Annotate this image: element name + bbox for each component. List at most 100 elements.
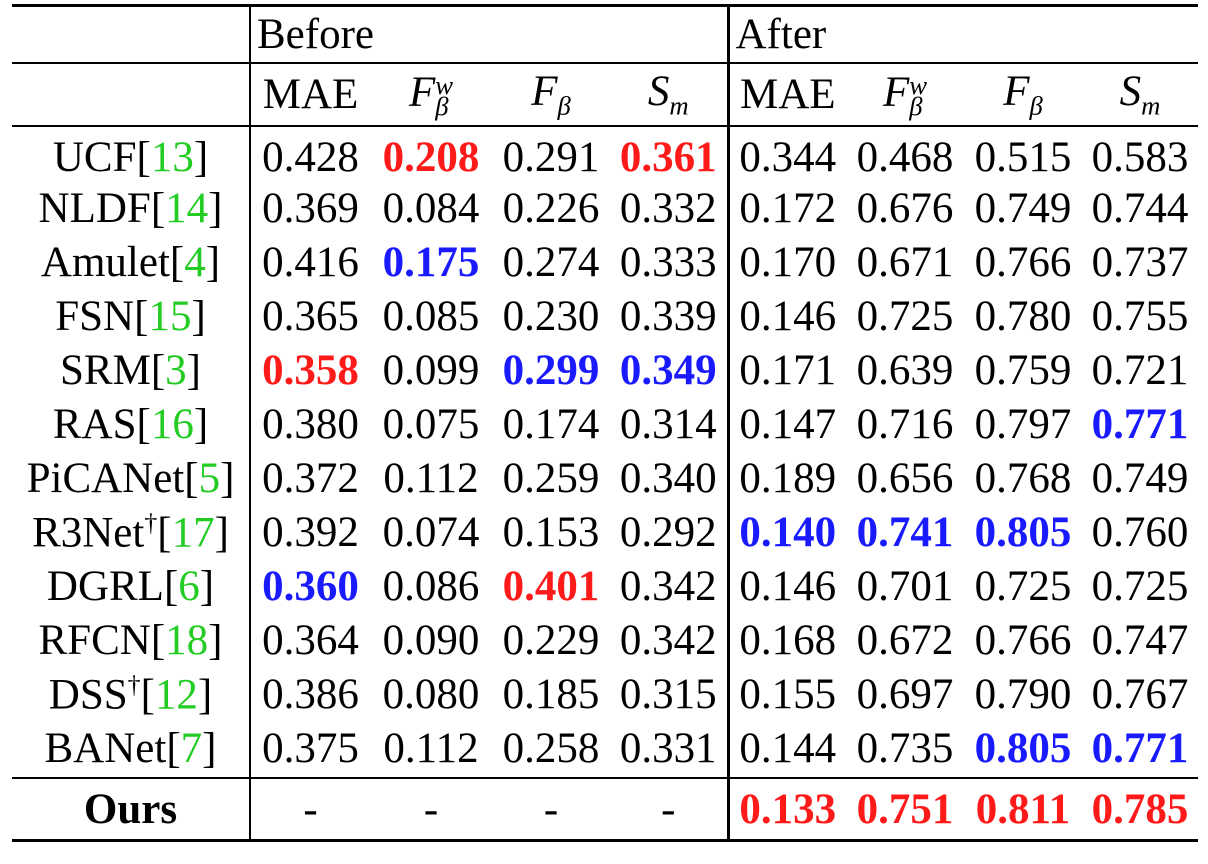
after-value: 0.672 — [856, 616, 954, 664]
after-value-cell: 0.749 — [964, 181, 1082, 235]
before-value-cell: 0.380 — [250, 397, 370, 451]
table-row: R3Net†[17] 0.392 0.074 0.153 0.292 0.140 0.741… — [12, 505, 1198, 559]
after-value-cell: 0.133 — [728, 778, 846, 842]
before-value-cell: 0.428 — [250, 126, 370, 181]
before-value-cell: 0.208 — [370, 126, 492, 181]
after-value-cell: 0.725 — [964, 559, 1082, 613]
after-value: 0.344 — [739, 133, 837, 181]
metric-symbol: F — [882, 69, 910, 117]
bracket-open: [ — [136, 400, 151, 448]
bracket-close: ] — [214, 509, 229, 557]
after-value-cell: 0.146 — [728, 289, 846, 343]
before-value-cell: 0.090 — [370, 613, 492, 667]
table-row: RFCN[18] 0.364 0.090 0.229 0.342 0.168 0.672 0.… — [12, 613, 1198, 667]
before-value: 0.175 — [382, 238, 480, 286]
ours-row: Ours - - - - 0.133 0.751 0.811 0.785 — [12, 778, 1199, 842]
before-value-cell: 0.332 — [610, 181, 730, 235]
after-value: 0.744 — [1091, 184, 1189, 232]
before-value-cell: - — [250, 778, 370, 842]
after-value-cell: 0.811 — [964, 778, 1082, 842]
after-value: 0.133 — [739, 785, 837, 833]
before-value-cell: 0.342 — [610, 613, 730, 667]
after-value: 0.725 — [856, 292, 954, 340]
before-value: 0.416 — [262, 238, 359, 286]
before-value: 0.401 — [502, 562, 600, 610]
metric-symbol: S — [1119, 67, 1142, 115]
after-value: 0.811 — [975, 785, 1071, 833]
dagger-mark: † — [144, 507, 158, 537]
bracket-open: [ — [166, 724, 181, 772]
before-value-cell: 0.292 — [610, 505, 730, 559]
metric-header-after-0: MAE — [728, 63, 846, 127]
after-value: 0.168 — [739, 616, 837, 664]
method-name: NLDF — [38, 184, 151, 232]
before-value-cell: 0.340 — [610, 451, 730, 505]
after-value: 0.780 — [974, 292, 1072, 340]
before-value: - — [543, 785, 559, 833]
after-value-cell: 0.751 — [846, 778, 964, 842]
bracket-close: ] — [191, 292, 206, 340]
method-name-cell: NLDF[14] — [12, 181, 251, 235]
after-value-cell: 0.701 — [846, 559, 964, 613]
before-value-cell: 0.299 — [492, 343, 610, 397]
before-value: 0.342 — [619, 562, 717, 610]
bracket-close: ] — [197, 671, 213, 719]
before-value-cell: 0.375 — [250, 721, 370, 779]
method-name: UCF — [52, 133, 137, 181]
metric-subscript: m — [1141, 90, 1161, 121]
after-value-cell: 0.790 — [964, 667, 1082, 721]
before-value-cell: 0.174 — [492, 397, 610, 451]
after-value-cell: 0.147 — [728, 397, 846, 451]
before-value-cell: 0.080 — [370, 667, 492, 721]
bracket-open: [ — [163, 562, 179, 610]
after-value-cell: 0.144 — [728, 721, 846, 779]
before-value: 0.153 — [502, 508, 600, 556]
metric-symbol: F — [408, 69, 436, 117]
method-name-cell: SRM[3] — [12, 343, 251, 397]
citation-ref: 15 — [148, 292, 192, 340]
before-value: 0.392 — [262, 508, 359, 556]
before-value: 0.372 — [262, 454, 359, 502]
before-value-cell: 0.360 — [250, 559, 370, 613]
after-value: 0.171 — [739, 346, 837, 394]
bracket-close: ] — [205, 238, 221, 286]
citation-ref: 12 — [154, 671, 198, 719]
before-value-cell: 0.369 — [250, 181, 370, 235]
bracket-open: [ — [134, 292, 149, 340]
after-value: 0.583 — [1091, 133, 1189, 181]
bracket-open: [ — [140, 671, 155, 719]
before-value: 0.174 — [502, 400, 600, 448]
before-value-cell: 0.112 — [370, 721, 492, 779]
citation-ref: 4 — [184, 238, 206, 286]
after-value-cell: 0.766 — [964, 235, 1082, 289]
after-value-cell: 0.771 — [1082, 721, 1199, 779]
after-value-cell: 0.747 — [1082, 613, 1198, 667]
after-value: 0.701 — [856, 562, 954, 610]
table-row: PiCANet[5] 0.372 0.112 0.259 0.340 0.189 0.656… — [12, 451, 1198, 505]
before-value: 0.075 — [382, 400, 480, 448]
before-value: 0.315 — [619, 670, 717, 718]
after-value-cell: 0.716 — [846, 397, 964, 451]
citation-ref: 3 — [165, 346, 187, 394]
before-value: 0.333 — [619, 238, 717, 286]
after-value: 0.721 — [1091, 346, 1189, 394]
before-value: 0.375 — [262, 724, 359, 772]
before-value: 0.274 — [502, 238, 600, 286]
after-value-cell: 0.759 — [964, 343, 1082, 397]
group-after-label: After — [728, 4, 1199, 64]
table-row: Amulet[4] 0.416 0.175 0.274 0.333 0.170 0.671 0… — [12, 235, 1198, 289]
after-value: 0.805 — [974, 508, 1072, 556]
before-value-cell: 0.358 — [250, 343, 370, 397]
before-value-cell: 0.259 — [492, 451, 610, 505]
after-value-cell: 0.155 — [728, 667, 846, 721]
dagger-mark: † — [127, 669, 141, 699]
after-value-cell: 0.468 — [846, 126, 964, 181]
after-value-cell: 0.785 — [1082, 778, 1199, 842]
method-name-cell: DSS†[12] — [12, 667, 251, 721]
metric-subscript: β — [557, 90, 571, 121]
method-name-cell: BANet[7] — [12, 721, 251, 779]
before-value-cell: 0.112 — [370, 451, 492, 505]
